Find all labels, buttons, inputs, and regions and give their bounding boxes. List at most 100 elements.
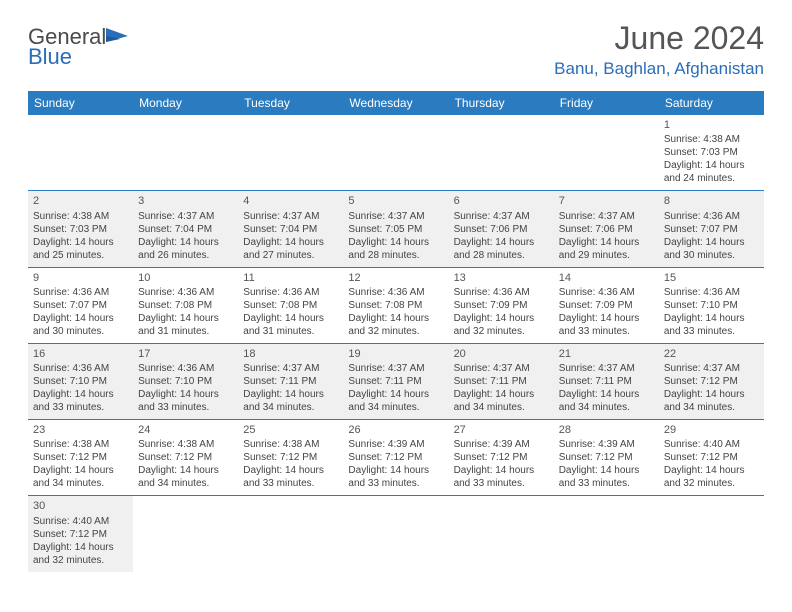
day-number: 17: [138, 347, 233, 361]
day-detail: and 34 minutes.: [454, 401, 549, 414]
calendar-empty: [133, 496, 238, 572]
day-number: 26: [348, 423, 443, 437]
day-detail: Sunrise: 4:38 AM: [33, 438, 128, 451]
day-detail: Sunset: 7:11 PM: [559, 375, 654, 388]
day-header: Tuesday: [238, 91, 343, 115]
day-detail: Sunrise: 4:36 AM: [348, 286, 443, 299]
flag-icon: [106, 26, 132, 47]
day-detail: Sunrise: 4:39 AM: [559, 438, 654, 451]
day-detail: Sunrise: 4:37 AM: [138, 210, 233, 223]
calendar-week: 23Sunrise: 4:38 AMSunset: 7:12 PMDayligh…: [28, 420, 764, 496]
calendar-day: 28Sunrise: 4:39 AMSunset: 7:12 PMDayligh…: [554, 420, 659, 496]
calendar-week: 1Sunrise: 4:38 AMSunset: 7:03 PMDaylight…: [28, 115, 764, 191]
day-header: Saturday: [659, 91, 764, 115]
day-number: 15: [664, 271, 759, 285]
day-detail: Sunset: 7:03 PM: [664, 146, 759, 159]
day-number: 20: [454, 347, 549, 361]
day-detail: and 34 minutes.: [138, 477, 233, 490]
day-detail: and 25 minutes.: [33, 249, 128, 262]
day-number: 7: [559, 194, 654, 208]
calendar-empty: [659, 496, 764, 572]
day-number: 30: [33, 499, 128, 513]
day-detail: Sunrise: 4:36 AM: [243, 286, 338, 299]
day-detail: and 28 minutes.: [454, 249, 549, 262]
day-detail: and 30 minutes.: [664, 249, 759, 262]
day-detail: Daylight: 14 hours: [243, 464, 338, 477]
calendar-body: 1Sunrise: 4:38 AMSunset: 7:03 PMDaylight…: [28, 115, 764, 572]
location-text: Banu, Baghlan, Afghanistan: [554, 59, 764, 79]
calendar-day: 26Sunrise: 4:39 AMSunset: 7:12 PMDayligh…: [343, 420, 448, 496]
calendar-day: 21Sunrise: 4:37 AMSunset: 7:11 PMDayligh…: [554, 343, 659, 419]
day-detail: Sunset: 7:04 PM: [243, 223, 338, 236]
day-detail: and 32 minutes.: [33, 554, 128, 567]
day-detail: and 28 minutes.: [348, 249, 443, 262]
day-detail: Sunrise: 4:37 AM: [454, 210, 549, 223]
calendar-empty: [343, 496, 448, 572]
day-number: 18: [243, 347, 338, 361]
calendar-day: 30Sunrise: 4:40 AMSunset: 7:12 PMDayligh…: [28, 496, 133, 572]
day-detail: Daylight: 14 hours: [33, 312, 128, 325]
day-detail: and 33 minutes.: [664, 325, 759, 338]
day-detail: Sunset: 7:04 PM: [138, 223, 233, 236]
day-detail: Daylight: 14 hours: [664, 159, 759, 172]
day-detail: and 33 minutes.: [348, 477, 443, 490]
day-number: 11: [243, 271, 338, 285]
day-detail: and 34 minutes.: [664, 401, 759, 414]
calendar-day: 22Sunrise: 4:37 AMSunset: 7:12 PMDayligh…: [659, 343, 764, 419]
day-detail: Sunset: 7:10 PM: [33, 375, 128, 388]
day-detail: Daylight: 14 hours: [664, 464, 759, 477]
day-detail: Sunrise: 4:36 AM: [664, 210, 759, 223]
calendar-day: 24Sunrise: 4:38 AMSunset: 7:12 PMDayligh…: [133, 420, 238, 496]
day-detail: Sunset: 7:12 PM: [454, 451, 549, 464]
calendar-day: 23Sunrise: 4:38 AMSunset: 7:12 PMDayligh…: [28, 420, 133, 496]
title-block: June 2024 Banu, Baghlan, Afghanistan: [554, 20, 764, 79]
day-number: 28: [559, 423, 654, 437]
day-detail: Daylight: 14 hours: [138, 388, 233, 401]
day-detail: Sunset: 7:12 PM: [33, 451, 128, 464]
day-detail: Daylight: 14 hours: [559, 388, 654, 401]
day-detail: Sunrise: 4:37 AM: [559, 362, 654, 375]
brand-name-2: Blue: [28, 44, 72, 69]
day-detail: and 33 minutes.: [559, 477, 654, 490]
day-detail: Sunrise: 4:36 AM: [138, 286, 233, 299]
day-detail: Sunrise: 4:40 AM: [664, 438, 759, 451]
calendar-day: 16Sunrise: 4:36 AMSunset: 7:10 PMDayligh…: [28, 343, 133, 419]
calendar-day: 17Sunrise: 4:36 AMSunset: 7:10 PMDayligh…: [133, 343, 238, 419]
day-detail: Sunset: 7:09 PM: [559, 299, 654, 312]
day-number: 13: [454, 271, 549, 285]
day-detail: Daylight: 14 hours: [138, 236, 233, 249]
day-number: 29: [664, 423, 759, 437]
calendar-empty: [554, 115, 659, 191]
day-detail: Sunset: 7:12 PM: [33, 528, 128, 541]
calendar-empty: [28, 115, 133, 191]
day-detail: Sunset: 7:12 PM: [664, 375, 759, 388]
day-detail: Sunrise: 4:37 AM: [348, 362, 443, 375]
day-detail: Sunrise: 4:36 AM: [664, 286, 759, 299]
day-detail: and 33 minutes.: [559, 325, 654, 338]
calendar-week: 30Sunrise: 4:40 AMSunset: 7:12 PMDayligh…: [28, 496, 764, 572]
day-detail: and 34 minutes.: [243, 401, 338, 414]
day-detail: and 24 minutes.: [664, 172, 759, 185]
day-detail: Daylight: 14 hours: [243, 312, 338, 325]
day-detail: Sunrise: 4:36 AM: [33, 362, 128, 375]
day-number: 9: [33, 271, 128, 285]
day-detail: Sunrise: 4:36 AM: [33, 286, 128, 299]
day-number: 6: [454, 194, 549, 208]
day-detail: Daylight: 14 hours: [33, 541, 128, 554]
calendar-empty: [449, 496, 554, 572]
day-number: 12: [348, 271, 443, 285]
calendar-day: 10Sunrise: 4:36 AMSunset: 7:08 PMDayligh…: [133, 267, 238, 343]
day-detail: and 31 minutes.: [243, 325, 338, 338]
day-detail: and 33 minutes.: [454, 477, 549, 490]
calendar-day: 14Sunrise: 4:36 AMSunset: 7:09 PMDayligh…: [554, 267, 659, 343]
day-detail: Daylight: 14 hours: [33, 388, 128, 401]
day-detail: Daylight: 14 hours: [348, 236, 443, 249]
day-detail: Daylight: 14 hours: [559, 464, 654, 477]
calendar-day: 13Sunrise: 4:36 AMSunset: 7:09 PMDayligh…: [449, 267, 554, 343]
day-detail: and 34 minutes.: [559, 401, 654, 414]
calendar-day: 29Sunrise: 4:40 AMSunset: 7:12 PMDayligh…: [659, 420, 764, 496]
day-detail: Daylight: 14 hours: [454, 236, 549, 249]
calendar-empty: [343, 115, 448, 191]
day-detail: Sunrise: 4:37 AM: [559, 210, 654, 223]
day-detail: Sunset: 7:12 PM: [559, 451, 654, 464]
